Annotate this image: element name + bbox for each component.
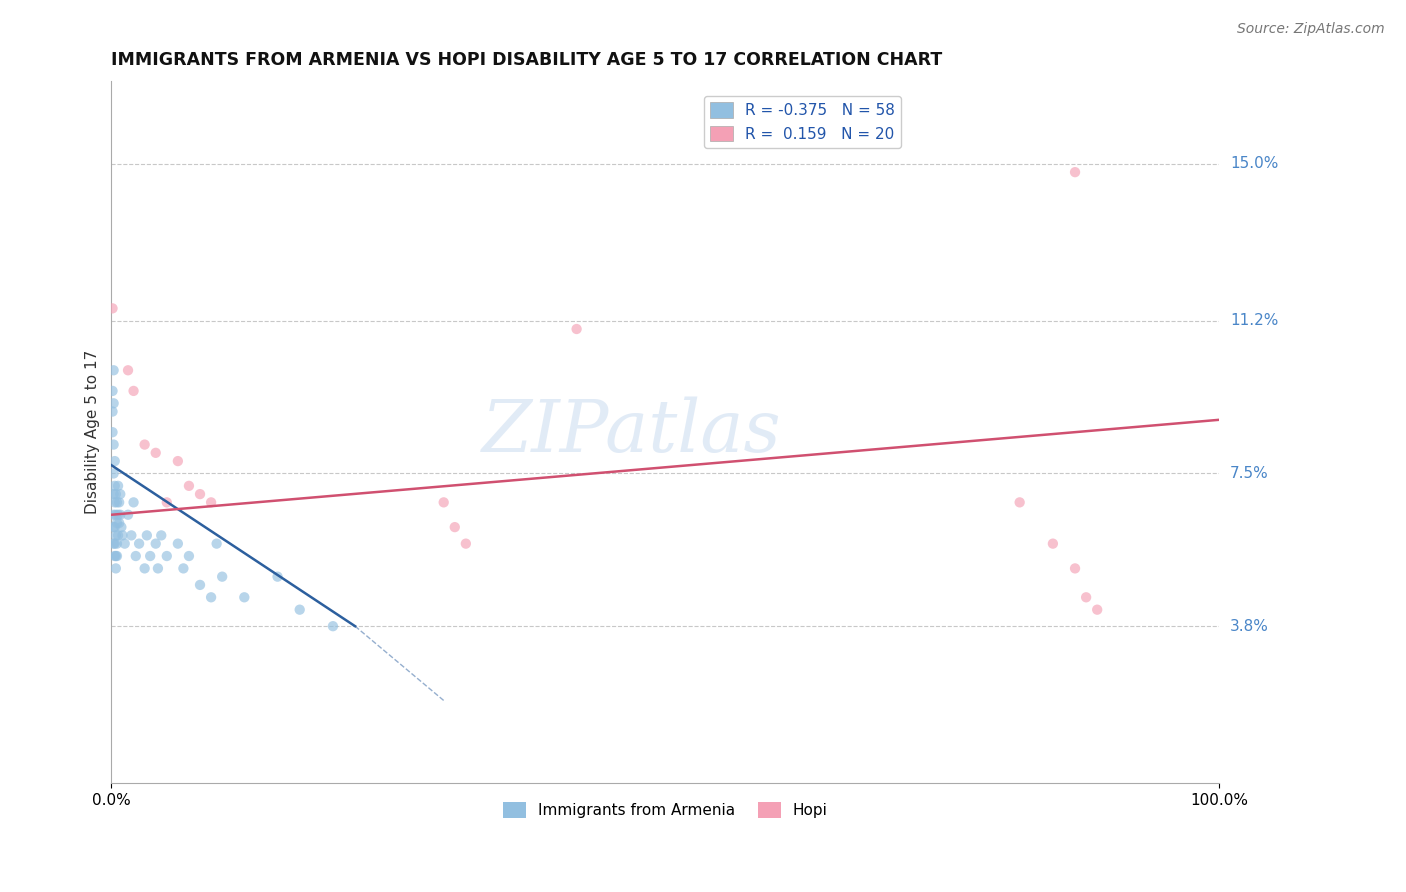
Point — [110, 508, 132, 522]
Point — [104, 487, 127, 501]
Point — [145, 446, 167, 460]
Point — [150, 528, 173, 542]
Point — [103, 363, 125, 377]
Point — [103, 536, 125, 550]
Point — [107, 479, 129, 493]
Text: 15.0%: 15.0% — [1230, 156, 1278, 171]
Point — [233, 591, 256, 605]
Point — [146, 561, 169, 575]
Point — [145, 536, 167, 550]
Point — [103, 520, 125, 534]
Point — [1074, 591, 1097, 605]
Point — [105, 549, 128, 563]
Point — [433, 495, 456, 509]
Point — [101, 301, 124, 316]
Point — [104, 561, 127, 575]
Text: 3.8%: 3.8% — [1230, 619, 1270, 633]
Point — [188, 578, 211, 592]
Point — [110, 520, 132, 534]
Text: 11.2%: 11.2% — [1230, 313, 1278, 328]
Point — [172, 561, 194, 575]
Point — [200, 495, 222, 509]
Point — [103, 437, 125, 451]
Point — [188, 487, 211, 501]
Point — [139, 549, 162, 563]
Point — [105, 495, 128, 509]
Text: Source: ZipAtlas.com: Source: ZipAtlas.com — [1237, 22, 1385, 37]
Point — [108, 495, 131, 509]
Point — [454, 536, 477, 550]
Point — [1042, 536, 1064, 550]
Point — [103, 487, 125, 501]
Point — [110, 487, 132, 501]
Y-axis label: Disability Age 5 to 17: Disability Age 5 to 17 — [86, 350, 100, 515]
Point — [167, 454, 190, 468]
Point — [105, 536, 128, 550]
Point — [104, 479, 127, 493]
Point — [111, 528, 134, 542]
Point — [101, 404, 124, 418]
Point — [288, 602, 311, 616]
Point — [156, 549, 179, 563]
Point — [104, 454, 127, 468]
Point — [103, 396, 125, 410]
Point — [266, 569, 288, 583]
Point — [205, 536, 228, 550]
Point — [104, 520, 127, 534]
Point — [120, 528, 142, 542]
Point — [103, 508, 125, 522]
Point — [107, 528, 129, 542]
Point — [1008, 495, 1031, 509]
Point — [211, 569, 233, 583]
Point — [134, 437, 156, 451]
Point — [134, 561, 156, 575]
Point — [104, 495, 127, 509]
Point — [104, 549, 127, 563]
Point — [125, 549, 148, 563]
Text: ZIPatlas: ZIPatlas — [482, 397, 782, 467]
Point — [105, 516, 128, 530]
Point — [117, 363, 139, 377]
Point — [104, 536, 127, 550]
Point — [122, 384, 145, 398]
Point — [103, 467, 125, 481]
Point — [108, 516, 131, 530]
Point — [101, 384, 124, 398]
Point — [128, 536, 150, 550]
Text: 7.5%: 7.5% — [1230, 466, 1268, 481]
Point — [443, 520, 465, 534]
Point — [122, 495, 145, 509]
Point — [1064, 561, 1087, 575]
Point — [104, 528, 127, 542]
Point — [167, 536, 190, 550]
Point — [101, 425, 124, 440]
Point — [156, 495, 179, 509]
Point — [104, 508, 127, 522]
Legend: Immigrants from Armenia, Hopi: Immigrants from Armenia, Hopi — [496, 797, 834, 824]
Point — [200, 591, 222, 605]
Point — [565, 322, 588, 336]
Point — [1064, 165, 1087, 179]
Point — [117, 508, 139, 522]
Point — [322, 619, 344, 633]
Point — [107, 508, 129, 522]
Text: IMMIGRANTS FROM ARMENIA VS HOPI DISABILITY AGE 5 TO 17 CORRELATION CHART: IMMIGRANTS FROM ARMENIA VS HOPI DISABILI… — [111, 51, 942, 69]
Point — [177, 549, 200, 563]
Point — [1085, 602, 1108, 616]
Point — [104, 549, 127, 563]
Point — [177, 479, 200, 493]
Point — [135, 528, 157, 542]
Point — [114, 536, 136, 550]
